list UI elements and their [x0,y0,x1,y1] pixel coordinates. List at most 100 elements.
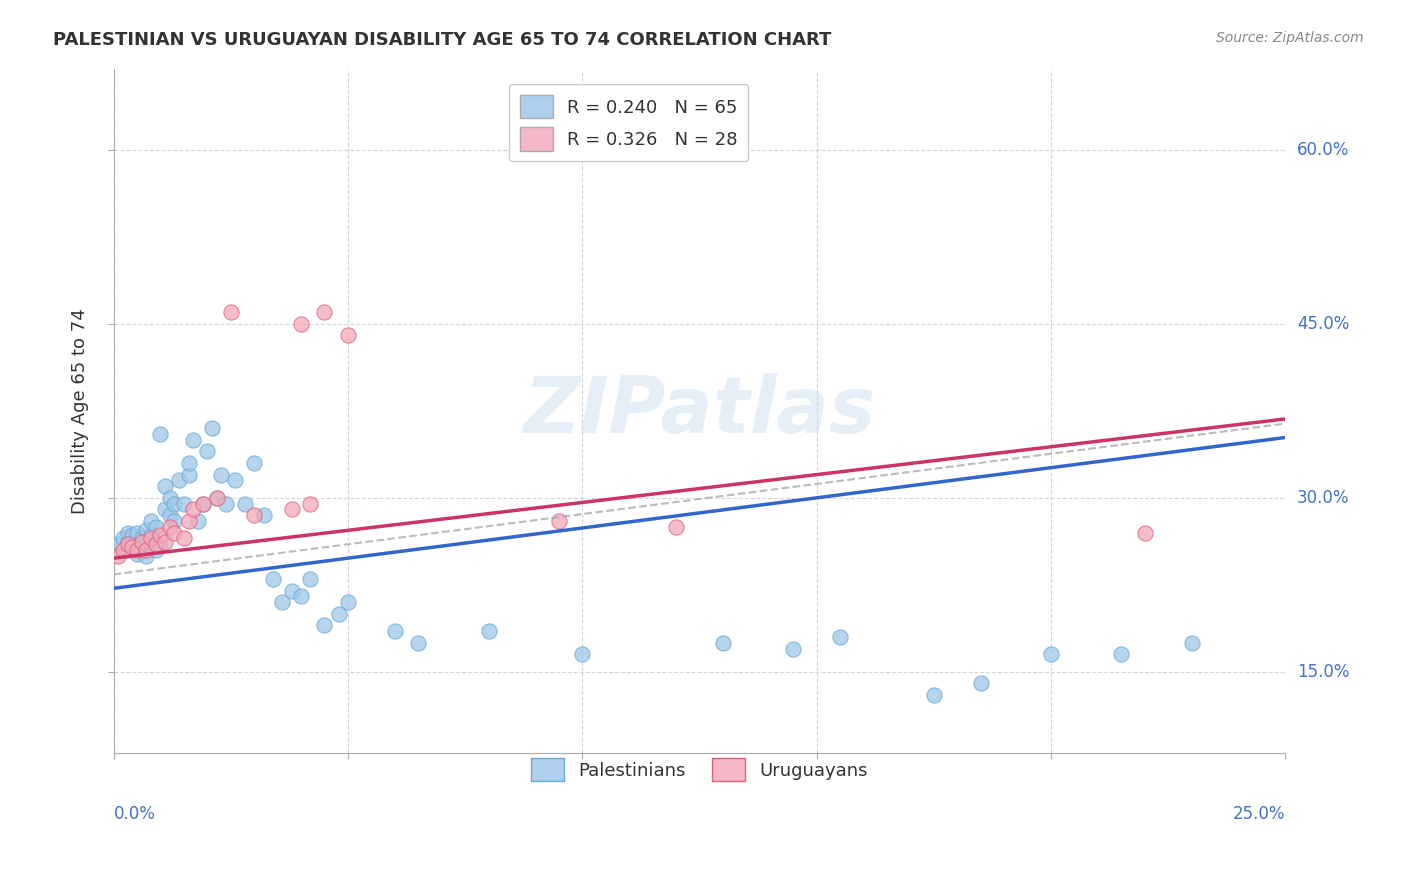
Point [280,583,302,598]
Point [163,525,186,540]
Point [111,532,134,546]
Point [153,502,176,516]
Point [314,618,336,632]
Point [782,641,804,656]
Point [547,514,569,528]
Point [205,491,228,505]
Point [1040,648,1063,662]
Point [209,467,232,482]
Text: 60.0%: 60.0% [1298,141,1350,159]
Point [191,497,214,511]
Point [107,537,129,551]
Text: PALESTINIAN VS URUGUAYAN DISABILITY AGE 65 TO 74 CORRELATION CHART: PALESTINIAN VS URUGUAYAN DISABILITY AGE … [53,31,832,49]
Point [139,528,162,542]
Text: Source: ZipAtlas.com: Source: ZipAtlas.com [1216,31,1364,45]
Point [970,676,993,690]
Point [163,497,186,511]
Point [135,537,157,551]
Point [177,467,200,482]
Point [163,514,186,528]
Point [159,508,181,523]
Text: 0.0%: 0.0% [114,805,156,823]
Point [125,547,148,561]
Point [195,444,218,458]
Point [121,528,143,542]
Point [830,630,852,644]
Point [299,497,322,511]
Point [145,520,167,534]
Point [111,543,134,558]
Point [336,595,359,609]
Point [121,540,143,554]
Point [280,502,302,516]
Point [135,524,157,538]
Point [131,532,153,546]
Point [328,607,350,621]
Point [167,474,190,488]
Point [125,543,148,558]
Point [314,305,336,319]
Point [173,532,195,546]
Point [477,624,499,639]
Point [145,537,167,551]
Text: ZIPatlas: ZIPatlas [523,373,876,449]
Point [159,520,181,534]
Point [117,543,139,558]
Text: 25.0%: 25.0% [1233,805,1285,823]
Point [107,549,129,563]
Point [201,421,224,435]
Point [111,543,134,558]
Point [205,491,228,505]
Point [1111,648,1133,662]
Point [125,525,148,540]
Point [252,508,274,523]
Point [149,537,172,551]
Point [922,688,945,702]
Point [243,508,266,523]
Point [159,491,181,505]
Point [191,497,214,511]
Point [665,520,688,534]
Point [173,497,195,511]
Point [271,595,294,609]
Point [125,537,148,551]
Legend: Palestinians, Uruguayans: Palestinians, Uruguayans [524,751,875,789]
Point [131,543,153,558]
Point [145,543,167,558]
Point [187,514,209,528]
Point [299,572,322,586]
Text: 45.0%: 45.0% [1298,315,1350,333]
Point [215,497,238,511]
Point [117,525,139,540]
Point [290,590,312,604]
Point [149,528,172,542]
Point [135,549,157,563]
Point [177,456,200,470]
Point [1133,525,1156,540]
Point [135,543,157,558]
Point [290,317,312,331]
Point [139,532,162,546]
Point [262,572,284,586]
Point [153,535,176,549]
Point [117,537,139,551]
Point [177,514,200,528]
Point [233,497,256,511]
Point [571,648,593,662]
Text: 15.0%: 15.0% [1298,663,1350,681]
Point [181,502,204,516]
Point [121,540,143,554]
Point [243,456,266,470]
Point [181,433,204,447]
Point [711,636,734,650]
Point [131,535,153,549]
Point [384,624,406,639]
Point [406,636,429,650]
Point [139,540,162,554]
Point [1181,636,1204,650]
Point [139,514,162,528]
Y-axis label: Disability Age 65 to 74: Disability Age 65 to 74 [72,308,89,514]
Point [336,328,359,343]
Text: 30.0%: 30.0% [1298,489,1350,507]
Point [219,305,242,319]
